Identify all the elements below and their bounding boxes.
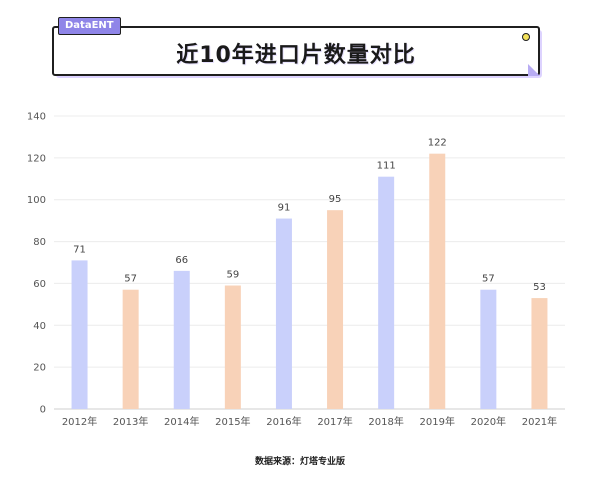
data-label: 66 xyxy=(175,255,188,266)
y-tick-label: 100 xyxy=(27,195,46,206)
source-note: 数据来源：灯塔专业版 xyxy=(254,457,345,467)
x-tick-label: 2018年 xyxy=(368,415,403,428)
bar-2012年 xyxy=(71,260,88,409)
x-axis-ticks: 2012年 2013年 2014年 2015年 2016年 2017年 2018年 2019年… xyxy=(62,415,557,428)
bar-2019年 xyxy=(429,153,446,409)
data-label: 122 xyxy=(428,138,447,149)
bar-2021年 xyxy=(531,298,548,409)
y-tick-label: 40 xyxy=(33,321,46,332)
y-tick-label: 140 xyxy=(27,112,46,123)
dot-icon xyxy=(522,33,530,41)
y-tick-label: 80 xyxy=(33,237,46,248)
data-label: 91 xyxy=(278,203,291,214)
data-label: 53 xyxy=(533,282,546,293)
x-tick-label: 2016年 xyxy=(266,415,301,428)
title-banner-box: 近10年进口片数量对比 xyxy=(52,26,540,76)
x-tick-label: 2017年 xyxy=(317,415,352,428)
brand-tag: DataENT xyxy=(58,17,121,35)
data-label: 95 xyxy=(329,194,342,205)
data-label: 71 xyxy=(73,244,86,255)
bars xyxy=(71,153,548,409)
bar-2016年 xyxy=(275,218,292,409)
y-tick-label: 120 xyxy=(27,153,46,164)
title-banner: 近10年进口片数量对比 DataENT xyxy=(52,17,542,78)
data-label: 57 xyxy=(482,274,495,285)
data-label: 59 xyxy=(226,270,239,281)
y-axis-ticks: 0 20 40 60 80 100 120 140 xyxy=(27,112,46,416)
x-tick-label: 2019年 xyxy=(420,415,455,428)
bar-2013年 xyxy=(122,289,139,409)
bar-2015年 xyxy=(224,285,241,409)
data-label: 111 xyxy=(377,161,396,172)
bar-2014年 xyxy=(173,270,190,409)
y-tick-label: 20 xyxy=(33,363,46,374)
x-tick-label: 2020年 xyxy=(471,415,506,428)
y-tick-label: 60 xyxy=(33,279,46,290)
bar-2020年 xyxy=(480,289,497,409)
x-tick-label: 2013年 xyxy=(113,415,148,428)
y-tick-label: 0 xyxy=(40,405,46,416)
x-tick-label: 2012年 xyxy=(62,415,97,428)
x-tick-label: 2014年 xyxy=(164,415,199,428)
x-tick-label: 2015年 xyxy=(215,415,250,428)
bar-2017年 xyxy=(327,210,344,409)
corner-fold-icon xyxy=(528,64,540,76)
chart-title: 近10年进口片数量对比 xyxy=(176,43,416,68)
data-label: 57 xyxy=(124,274,137,285)
data-labels: 71 57 66 59 91 95 111 122 57 53 xyxy=(73,138,546,293)
bar-2018年 xyxy=(378,176,395,409)
x-tick-label: 2021年 xyxy=(522,415,557,428)
grid-lines xyxy=(54,115,565,410)
